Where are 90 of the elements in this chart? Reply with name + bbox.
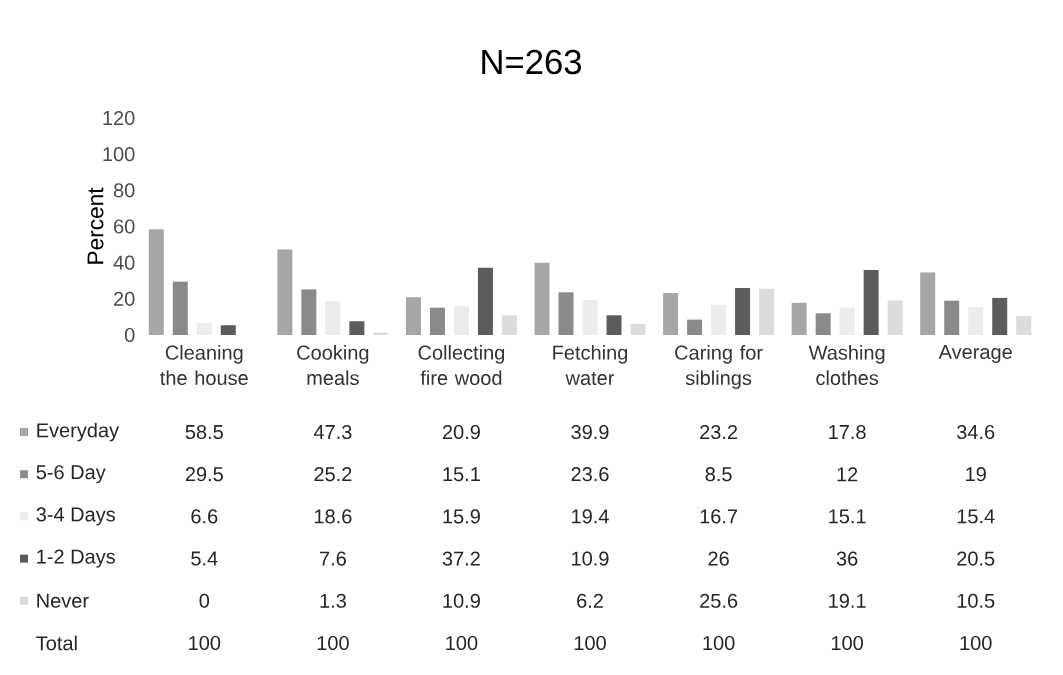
data-label: 29.5 bbox=[185, 467, 223, 482]
bar bbox=[920, 272, 936, 335]
bar bbox=[863, 269, 879, 335]
x-tick-label: Collecting fire wood bbox=[418, 345, 505, 386]
data-label: 23.2 bbox=[700, 424, 738, 440]
x-tick-label: Fetching water bbox=[553, 345, 628, 386]
data-label: 25.2 bbox=[314, 467, 352, 482]
data-label: 16.7 bbox=[700, 509, 738, 524]
data-label: 18.6 bbox=[314, 509, 352, 524]
y-tick-label: 0 bbox=[124, 327, 135, 343]
bar bbox=[501, 315, 517, 335]
data-label: 19.4 bbox=[572, 509, 609, 524]
bar bbox=[735, 287, 751, 335]
text: 100 bbox=[703, 635, 735, 651]
x-tick-label: Caring for siblings bbox=[675, 345, 763, 390]
data-label: 15.1 bbox=[829, 509, 866, 524]
data-label: 8.5 bbox=[705, 467, 732, 482]
bar bbox=[172, 281, 188, 335]
y-tick-label: 100 bbox=[103, 147, 135, 162]
data-label: 0 bbox=[199, 593, 210, 608]
data-label: 47.3 bbox=[313, 424, 352, 440]
data-label: 5.4 bbox=[191, 551, 218, 566]
bar bbox=[220, 325, 236, 335]
text: 100 bbox=[831, 635, 863, 651]
legend-label: Never bbox=[37, 593, 89, 608]
bar bbox=[630, 323, 646, 335]
bar bbox=[687, 319, 703, 335]
bar bbox=[791, 302, 807, 335]
y-tick-label: 20 bbox=[114, 291, 135, 306]
legend-label: 5-6 Day bbox=[36, 465, 106, 484]
data-label: 6.2 bbox=[577, 593, 603, 608]
text: Total bbox=[36, 635, 77, 651]
text: 100 bbox=[317, 635, 349, 651]
data-label: 19.1 bbox=[829, 593, 866, 608]
data-label: 39.9 bbox=[571, 424, 609, 440]
bar bbox=[477, 267, 493, 335]
bar bbox=[944, 300, 960, 335]
data-label: 17.8 bbox=[829, 424, 866, 440]
text: 100 bbox=[189, 635, 221, 651]
y-tick-label: 120 bbox=[103, 110, 135, 126]
text: 100 bbox=[574, 635, 606, 651]
legend-label: 3-4 Days bbox=[36, 507, 115, 526]
x-tick-label: Average bbox=[938, 345, 1012, 363]
data-label: 20.9 bbox=[442, 424, 480, 440]
data-label: 7.6 bbox=[320, 551, 346, 566]
data-label: 20.5 bbox=[957, 551, 995, 566]
data-label: 15.1 bbox=[443, 467, 480, 482]
y-axis-title: Percent bbox=[87, 187, 104, 264]
bar bbox=[1016, 316, 1032, 335]
bar bbox=[887, 300, 903, 335]
legend-label: Everyday bbox=[37, 422, 120, 442]
y-tick-label: 40 bbox=[113, 255, 135, 270]
data-label: 36 bbox=[836, 551, 858, 566]
bar bbox=[992, 297, 1008, 335]
bar bbox=[663, 293, 679, 335]
data-label: 1.3 bbox=[320, 593, 346, 608]
bar bbox=[558, 292, 574, 335]
bar bbox=[815, 313, 831, 335]
bar bbox=[429, 307, 445, 335]
x-tick-label: Cleaning the house bbox=[160, 345, 248, 386]
bar bbox=[405, 297, 421, 335]
data-label: 25.6 bbox=[700, 593, 738, 608]
bar bbox=[148, 229, 164, 335]
data-label: 19 bbox=[966, 467, 986, 482]
data-label: 10.5 bbox=[957, 593, 995, 608]
bar bbox=[759, 288, 775, 335]
text: 100 bbox=[446, 635, 478, 651]
data-label: 15.9 bbox=[443, 509, 480, 524]
text: 100 bbox=[960, 635, 992, 651]
bar bbox=[301, 289, 317, 335]
x-tick-label: Washing clothes bbox=[808, 345, 885, 386]
data-label: 10.9 bbox=[572, 551, 609, 566]
chart-title: N=263 bbox=[482, 49, 582, 75]
data-label: 10.9 bbox=[443, 593, 480, 608]
data-label: 34.6 bbox=[957, 424, 995, 440]
bar bbox=[606, 315, 622, 335]
y-tick-label: 60 bbox=[114, 219, 135, 234]
bar bbox=[534, 262, 550, 335]
bar bbox=[277, 249, 293, 335]
legend-label: 1-2 Days bbox=[37, 549, 115, 568]
data-label: 23.6 bbox=[571, 467, 609, 482]
data-label: 6.6 bbox=[191, 509, 218, 524]
data-label: 37.2 bbox=[442, 551, 480, 566]
bar bbox=[349, 321, 365, 335]
data-label: 15.4 bbox=[957, 509, 995, 524]
data-label: 12 bbox=[837, 467, 858, 482]
x-tick-label: Cooking meals bbox=[297, 345, 369, 386]
y-tick-label: 80 bbox=[113, 183, 135, 198]
data-label: 58.5 bbox=[185, 424, 223, 440]
data-label: 26 bbox=[708, 551, 729, 566]
